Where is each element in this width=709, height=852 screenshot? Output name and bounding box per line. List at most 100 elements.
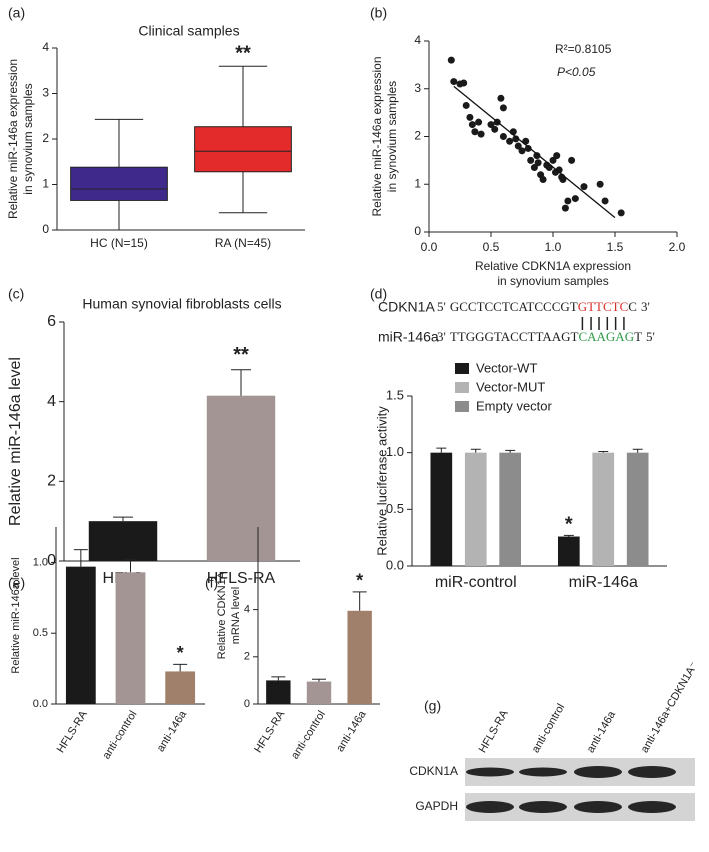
y-tick-label: 2 bbox=[244, 651, 250, 663]
fit-line bbox=[453, 85, 616, 219]
point bbox=[471, 128, 479, 136]
sequence: 5' GCCTCCTCATCCCGTGTTCTCC 3' bbox=[437, 299, 650, 314]
y-tick-label: 0.0 bbox=[33, 698, 48, 710]
y-tick-label: 1.0 bbox=[386, 444, 404, 459]
point bbox=[506, 137, 514, 145]
x-tick-label: miR-control bbox=[435, 574, 517, 591]
sequence-end: 5' bbox=[437, 299, 446, 314]
y-tick-label: 3 bbox=[414, 81, 421, 95]
panel-label: (b) bbox=[370, 5, 387, 21]
annotation: * bbox=[177, 643, 184, 663]
point bbox=[518, 147, 526, 155]
point bbox=[571, 195, 579, 203]
band bbox=[466, 767, 514, 777]
bar bbox=[592, 452, 615, 566]
y-axis-label: Relative CDKN1A bbox=[216, 571, 228, 659]
box bbox=[194, 126, 292, 173]
point bbox=[447, 56, 455, 64]
y-tick-label: 2 bbox=[47, 473, 56, 490]
annotation: ** bbox=[233, 344, 249, 366]
annotation: * bbox=[356, 571, 363, 591]
y-tick-label: 0 bbox=[244, 698, 250, 710]
legend-swatch bbox=[455, 363, 469, 374]
y-tick-label: 2 bbox=[42, 131, 49, 145]
row-label: GAPDH bbox=[415, 799, 458, 813]
x-tick-label: HC (N=15) bbox=[90, 236, 148, 250]
row-label: CDKN1A bbox=[409, 764, 458, 778]
point bbox=[601, 197, 609, 205]
x-tick-label: anti-control bbox=[100, 709, 139, 762]
sequence: 3' TTGGGTACCTTAAGTCAAGAGT 5' bbox=[437, 329, 655, 344]
sequence-end: 3' bbox=[437, 329, 446, 344]
bar bbox=[65, 566, 96, 704]
legend-swatch bbox=[455, 382, 469, 393]
point bbox=[514, 142, 522, 150]
sequence-part: T bbox=[634, 329, 642, 344]
point bbox=[596, 180, 604, 188]
point bbox=[477, 130, 485, 138]
lane-label: anti-control bbox=[530, 702, 568, 755]
bar bbox=[626, 452, 649, 566]
y-tick-label: 0.5 bbox=[386, 501, 404, 516]
bar bbox=[266, 680, 291, 704]
legend-swatch bbox=[455, 401, 469, 412]
y-axis-label: Relative miR-146a level bbox=[7, 357, 24, 526]
point bbox=[568, 156, 576, 164]
x-tick-label: anti-146a bbox=[334, 708, 369, 754]
point bbox=[468, 121, 476, 129]
x-tick-label: anti-control bbox=[289, 709, 328, 762]
panel-label: (g) bbox=[424, 698, 441, 714]
legend-label: Vector-WT bbox=[476, 360, 537, 375]
point bbox=[450, 78, 458, 86]
sequence-part: TTGGGTACCTTAAGT bbox=[450, 329, 579, 344]
sequence-end: 3' bbox=[641, 299, 650, 314]
bar bbox=[557, 536, 580, 566]
band bbox=[466, 801, 514, 813]
sequence-part: GCCTCCTCATCCCGT bbox=[450, 299, 578, 314]
sequence-end: 5' bbox=[646, 329, 655, 344]
y-tick-label: 4 bbox=[244, 604, 250, 616]
y-axis-label: Relative miR-146a expression bbox=[370, 56, 384, 216]
y-axis-label: Relative miR-146a expression bbox=[6, 59, 20, 219]
point bbox=[530, 164, 538, 172]
panel-label: (c) bbox=[8, 286, 24, 302]
bar bbox=[206, 395, 276, 561]
band bbox=[574, 801, 622, 813]
point bbox=[497, 94, 505, 102]
y-tick-label: 0.5 bbox=[33, 627, 48, 639]
point bbox=[534, 159, 542, 167]
point bbox=[487, 121, 495, 129]
point bbox=[533, 152, 541, 160]
legend-label: Vector-MUT bbox=[476, 379, 545, 394]
y-tick-label: 0 bbox=[42, 222, 49, 236]
annotation: R²=0.8105 bbox=[555, 42, 612, 56]
lane-label: anti-146a+CDKN1A⁻ bbox=[639, 660, 701, 755]
box bbox=[70, 166, 168, 201]
point bbox=[555, 166, 563, 174]
point bbox=[564, 197, 572, 205]
x-tick-label: HFLS-RA bbox=[252, 708, 287, 755]
bar bbox=[115, 572, 146, 704]
x-tick-label: 0.0 bbox=[421, 240, 438, 254]
chart-title: Clinical samples bbox=[138, 23, 239, 39]
chart-title: Human synovial fibroblasts cells bbox=[82, 296, 281, 312]
y-tick-label: 1 bbox=[42, 177, 49, 191]
binding-site: GTTCTC bbox=[578, 299, 629, 314]
band bbox=[574, 766, 622, 778]
y-tick-label: 0.0 bbox=[386, 557, 404, 572]
y-axis-label: in synovium samples bbox=[385, 81, 399, 192]
sequence-name: CDKN1A bbox=[378, 299, 435, 315]
point bbox=[475, 118, 483, 126]
point bbox=[617, 209, 625, 217]
panel-label: (f) bbox=[205, 575, 218, 591]
lane-label: anti-146a bbox=[585, 708, 619, 754]
x-axis-label: in synovium samples bbox=[497, 274, 608, 288]
point bbox=[460, 79, 468, 87]
y-tick-label: 0 bbox=[47, 552, 56, 569]
x-tick-label: 0.5 bbox=[483, 240, 500, 254]
y-axis-label: Relative luciferase activity bbox=[374, 406, 389, 556]
point bbox=[499, 104, 507, 112]
x-tick-label: 2.0 bbox=[669, 240, 686, 254]
y-tick-label: 4 bbox=[414, 33, 421, 47]
